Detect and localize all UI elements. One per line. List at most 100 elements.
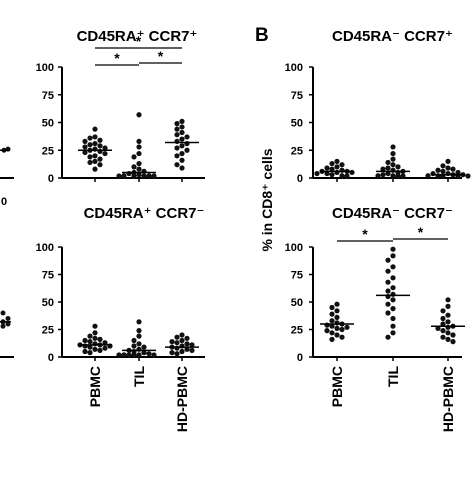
data-point — [334, 301, 340, 307]
data-point — [141, 173, 147, 179]
data-point — [450, 332, 456, 338]
data-point — [136, 144, 142, 150]
data-point — [390, 156, 396, 162]
data-point — [390, 306, 396, 312]
data-point — [179, 332, 185, 338]
data-point — [390, 162, 396, 168]
chart-panel-1: CD45RA⁺ CCR7⁺ 0 25 50 75 100 * * * — [36, 28, 205, 185]
data-point — [102, 345, 108, 351]
data-point — [5, 321, 11, 327]
data-point — [179, 136, 185, 142]
y-tick-label: 0 — [297, 173, 303, 185]
data-point — [82, 149, 88, 156]
data-point — [146, 173, 152, 179]
data-point — [390, 330, 396, 336]
data-point — [445, 165, 451, 171]
data-point — [146, 351, 152, 357]
data-point — [440, 315, 446, 322]
data-point — [174, 121, 180, 127]
significance-star: * — [114, 50, 120, 66]
significance-star: * — [418, 224, 424, 240]
data-point — [385, 159, 391, 166]
data-point — [82, 337, 88, 344]
data-point — [179, 124, 185, 130]
data-point — [189, 342, 195, 348]
data-point — [136, 112, 142, 118]
data-point — [87, 142, 93, 148]
data-point — [390, 246, 396, 252]
data-point — [174, 162, 180, 168]
data-point — [440, 334, 446, 340]
data-point — [131, 337, 137, 344]
data-point — [385, 334, 391, 340]
x-category-label: PBMC — [87, 366, 103, 407]
data-point — [97, 156, 103, 162]
data-point — [82, 138, 88, 144]
data-point — [314, 170, 320, 177]
data-point — [184, 134, 190, 140]
data-point — [390, 297, 396, 303]
data-point — [440, 328, 446, 334]
data-point — [169, 339, 175, 345]
y-tick-label: 100 — [36, 62, 54, 74]
data-point — [385, 288, 391, 294]
y-tick-label: 100 — [285, 62, 303, 74]
data-point — [390, 275, 396, 281]
data-point — [174, 145, 180, 151]
x-category-label: TIL — [131, 366, 147, 387]
data-point — [92, 335, 98, 341]
data-point — [174, 153, 180, 159]
data-point — [136, 333, 142, 339]
data-point — [116, 173, 122, 179]
data-point — [92, 126, 98, 132]
x-category-label: PBMC — [329, 366, 345, 407]
data-point — [102, 340, 108, 346]
data-point — [435, 325, 441, 331]
data-point — [390, 253, 396, 259]
data-point — [82, 348, 88, 355]
data-point — [179, 118, 185, 124]
data-point — [344, 324, 350, 330]
data-point — [465, 173, 471, 179]
y-tick-label: 75 — [42, 90, 54, 102]
chart-panel-4: CD45RA⁻ CCR7⁻ 0 25 50 75 100 PBMC TIL HD-PBMC * * — [285, 205, 465, 432]
data-point — [324, 328, 330, 334]
data-point — [329, 330, 335, 336]
data-point — [329, 160, 335, 167]
data-point — [324, 170, 330, 177]
data-point — [445, 336, 451, 342]
data-point — [189, 347, 195, 353]
chart-title: CD45RA⁻ CCR7⁺ — [332, 28, 453, 45]
data-point — [92, 158, 98, 164]
data-point — [151, 352, 157, 358]
data-point — [339, 162, 345, 168]
y-tick-label: 25 — [291, 325, 303, 337]
data-point — [92, 166, 98, 172]
significance-star: * — [158, 48, 164, 64]
data-point — [131, 164, 137, 170]
data-point — [136, 352, 142, 358]
data-point — [435, 167, 441, 173]
data-point — [385, 170, 391, 177]
data-point — [116, 352, 122, 358]
data-point — [131, 154, 137, 160]
data-point — [440, 308, 446, 314]
data-point — [344, 173, 350, 179]
data-point — [179, 348, 185, 355]
y-tick-label: 50 — [291, 297, 303, 309]
x-category-label: HD-PBMC — [174, 366, 190, 432]
data-point — [334, 332, 340, 338]
data-point — [179, 129, 185, 136]
data-point — [184, 147, 190, 153]
data-point — [329, 311, 335, 317]
data-point — [390, 144, 396, 150]
data-point — [92, 346, 98, 352]
data-point — [450, 339, 456, 345]
y-tick-label: 75 — [291, 90, 303, 102]
data-point — [179, 157, 185, 163]
data-point — [440, 321, 446, 327]
data-point — [174, 351, 180, 357]
data-point — [87, 344, 93, 350]
data-point — [97, 137, 103, 143]
data-point — [334, 164, 340, 170]
